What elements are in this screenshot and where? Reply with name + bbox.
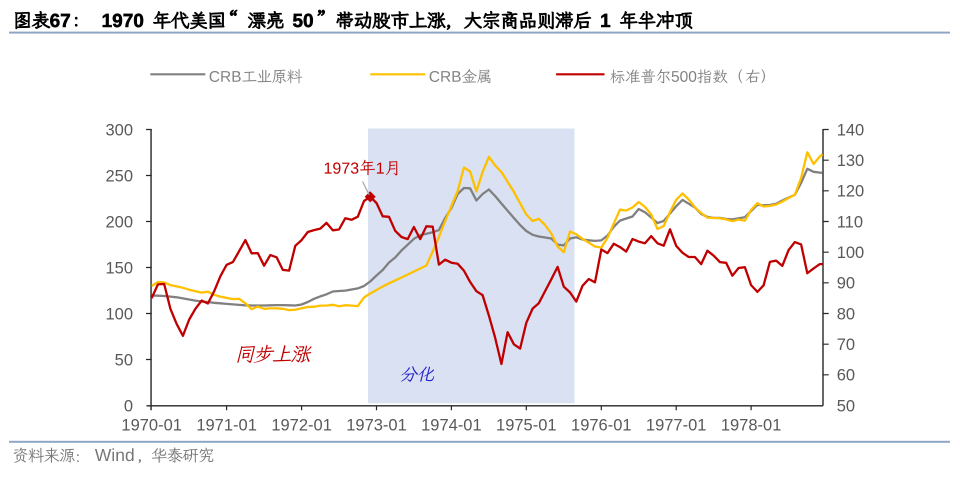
- svg-text:100: 100: [105, 305, 133, 323]
- svg-text:110: 110: [837, 213, 863, 231]
- svg-text:1970-01: 1970-01: [121, 417, 182, 435]
- svg-text:80: 80: [837, 305, 855, 323]
- svg-text:200: 200: [105, 213, 133, 231]
- svg-text:50: 50: [115, 351, 133, 369]
- svg-text:100: 100: [837, 244, 865, 262]
- svg-text:120: 120: [837, 183, 865, 201]
- svg-text:90: 90: [837, 275, 855, 293]
- svg-text:0: 0: [124, 397, 133, 415]
- svg-text:150: 150: [105, 259, 133, 277]
- svg-text:250: 250: [105, 167, 133, 185]
- svg-text:1974-01: 1974-01: [421, 417, 482, 435]
- svg-text:1973-01: 1973-01: [346, 417, 407, 435]
- svg-text:1978-01: 1978-01: [721, 417, 782, 435]
- svg-text:70: 70: [837, 336, 855, 354]
- svg-text:130: 130: [837, 152, 865, 170]
- svg-text:1975-01: 1975-01: [496, 417, 557, 435]
- svg-text:50: 50: [837, 397, 855, 415]
- svg-text:1977-01: 1977-01: [646, 417, 707, 435]
- svg-text:140: 140: [837, 121, 865, 139]
- svg-text:1972-01: 1972-01: [271, 417, 332, 435]
- svg-text:1971-01: 1971-01: [196, 417, 257, 435]
- svg-text:300: 300: [105, 121, 133, 139]
- svg-text:60: 60: [837, 367, 855, 385]
- svg-text:1976-01: 1976-01: [571, 417, 632, 435]
